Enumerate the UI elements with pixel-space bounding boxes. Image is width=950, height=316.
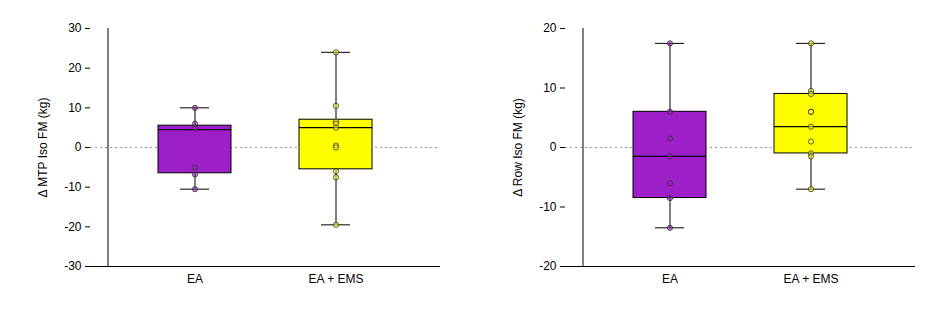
svg-text:0: 0 [75, 140, 82, 154]
svg-text:-20: -20 [539, 259, 557, 273]
svg-text:EA: EA [187, 272, 203, 286]
svg-text:EA: EA [662, 272, 678, 286]
svg-text:Δ Row Iso FM (kg): Δ Row Iso FM (kg) [511, 98, 525, 197]
svg-text:10: 10 [543, 81, 557, 95]
svg-text:-20: -20 [64, 220, 82, 234]
svg-text:10: 10 [68, 101, 82, 115]
svg-text:0: 0 [550, 140, 557, 154]
svg-text:-10: -10 [539, 200, 557, 214]
svg-text:30: 30 [68, 21, 82, 35]
svg-text:-30: -30 [64, 259, 82, 273]
svg-text:20: 20 [543, 21, 557, 35]
svg-text:Δ MTP Iso FM (kg): Δ MTP Iso FM (kg) [36, 98, 50, 198]
svg-text:EA + EMS: EA + EMS [308, 272, 363, 286]
svg-text:EA + EMS: EA + EMS [783, 272, 838, 286]
svg-text:20: 20 [68, 61, 82, 75]
svg-text:-10: -10 [64, 180, 82, 194]
